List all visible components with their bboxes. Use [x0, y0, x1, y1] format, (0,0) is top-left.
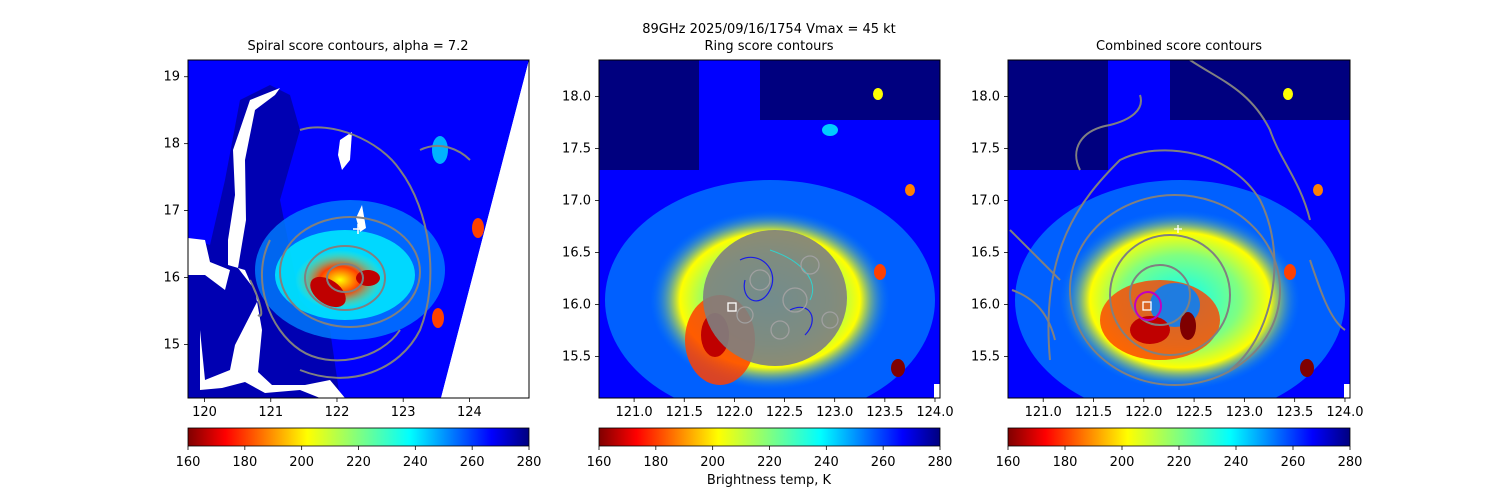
colorbar-tick-label: 220 — [346, 455, 371, 470]
x-tick-label: 123 — [391, 405, 416, 420]
y-tick-label: 18.0 — [971, 89, 1000, 104]
panel-2-title: Ring score contours — [704, 39, 834, 54]
x-tick-label: 121.0 — [615, 405, 652, 420]
panel-3-marker-square — [1142, 301, 1152, 311]
x-tick-label: 122 — [325, 405, 350, 420]
y-tick-label: 17.0 — [971, 193, 1000, 208]
colorbar-tick-label: 240 — [814, 455, 839, 470]
colorbar-tick-label: 200 — [1110, 455, 1135, 470]
x-tick-label: 122.5 — [1175, 405, 1212, 420]
colorbar-tick-label: 160 — [996, 455, 1021, 470]
y-tick-label: 16.5 — [971, 245, 1000, 260]
panel-1-contours — [249, 126, 471, 379]
x-tick-label: 122.0 — [716, 405, 753, 420]
x-tick-label: 124.0 — [916, 405, 953, 420]
panel-1-heatmap — [188, 60, 529, 398]
panel-1-marker-plus — [353, 224, 363, 234]
x-tick-label: 121 — [258, 405, 283, 420]
colorbar-tick-label: 240 — [403, 455, 428, 470]
x-tick-label: 120 — [192, 405, 217, 420]
colorbar-tick-label: 260 — [871, 455, 896, 470]
x-tick-label: 121.5 — [666, 405, 703, 420]
colorbar-tick-label: 180 — [232, 455, 257, 470]
x-tick-label: 123.0 — [816, 405, 853, 420]
y-tick-label: 17 — [163, 204, 180, 219]
colorbar-tick-label: 220 — [1167, 455, 1192, 470]
colorbar-tick-label: 280 — [1338, 455, 1363, 470]
y-tick-label: 15.5 — [562, 349, 591, 364]
x-tick-label: 123.5 — [866, 405, 903, 420]
y-tick-label: 17.5 — [971, 141, 1000, 156]
colorbar-tick-label: 200 — [289, 455, 314, 470]
colorbar-tick-label: 280 — [928, 455, 953, 470]
colorbar-tick-label: 180 — [643, 455, 668, 470]
colorbar-tick-label: 200 — [700, 455, 725, 470]
panel-3-marker-plus — [1174, 225, 1182, 233]
x-tick-label: 121.0 — [1025, 405, 1062, 420]
y-tick-label: 16.0 — [971, 297, 1000, 312]
colorbar-tick-label: 160 — [587, 455, 612, 470]
y-tick-label: 15.5 — [971, 349, 1000, 364]
x-tick-label: 122.0 — [1125, 405, 1162, 420]
x-tick-label: 123.0 — [1226, 405, 1263, 420]
y-tick-label: 17.0 — [562, 193, 591, 208]
colorbar-tick-label: 280 — [517, 455, 542, 470]
y-tick-label: 17.5 — [562, 141, 591, 156]
figure-suptitle: 89GHz 2025/09/16/1754 Vmax = 45 kt — [642, 22, 896, 37]
panel-3-contours — [1009, 60, 1346, 386]
x-tick-label: 122.5 — [766, 405, 803, 420]
colorbar-tick-label: 220 — [757, 455, 782, 470]
y-tick-label: 19 — [163, 70, 180, 85]
panel-2-marker-square — [727, 302, 737, 312]
x-tick-label: 124 — [457, 405, 482, 420]
colorbar-tick-label: 160 — [176, 455, 201, 470]
panel-2-contours — [703, 230, 847, 366]
y-tick-label: 15 — [163, 337, 180, 352]
x-tick-label: 124.0 — [1326, 405, 1363, 420]
panel-3-title: Combined score contours — [1096, 39, 1262, 54]
y-tick-label: 16.5 — [562, 245, 591, 260]
panel-3-purple-contour — [1134, 291, 1162, 321]
y-tick-label: 16.0 — [562, 297, 591, 312]
y-tick-label: 18.0 — [562, 89, 591, 104]
colorbar-tick-label: 240 — [1224, 455, 1249, 470]
colorbar-tick-label: 260 — [1281, 455, 1306, 470]
x-tick-label: 121.5 — [1075, 405, 1112, 420]
x-tick-label: 123.5 — [1276, 405, 1313, 420]
y-tick-label: 16 — [163, 271, 180, 286]
colorbar-tick-label: 260 — [460, 455, 485, 470]
colorbar-label: Brightness temp, K — [706, 473, 832, 488]
panel-1-title: Spiral score contours, alpha = 7.2 — [247, 39, 469, 54]
colorbar-tick-label: 180 — [1053, 455, 1078, 470]
y-tick-label: 18 — [163, 137, 180, 152]
